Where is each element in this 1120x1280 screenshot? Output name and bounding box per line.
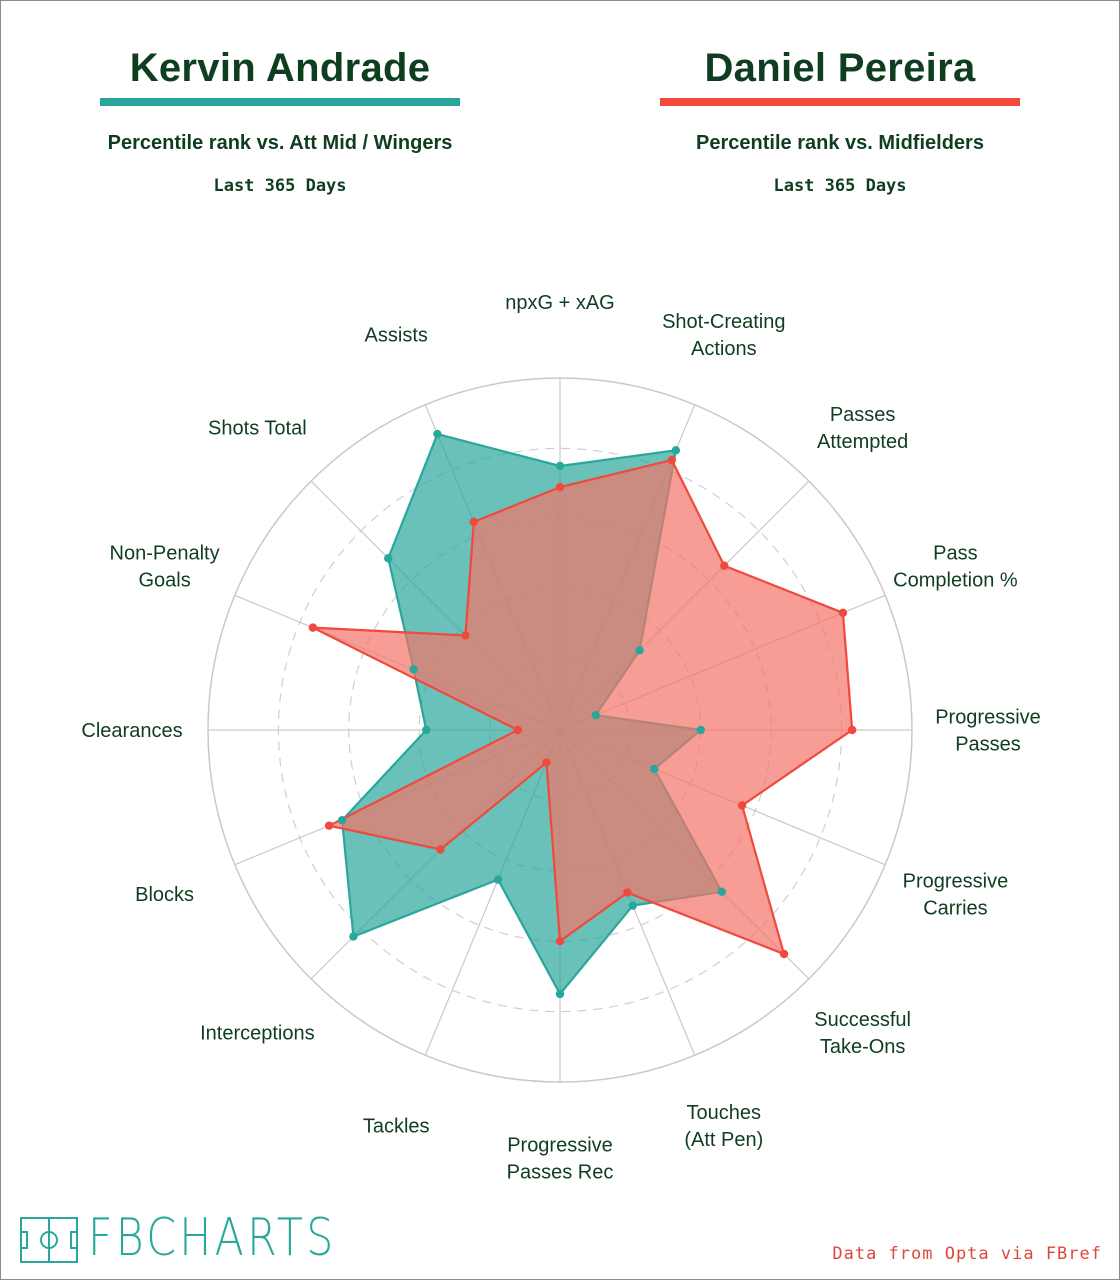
axis-label: Non-Penalty Goals [110, 543, 220, 592]
player-right-color-bar [660, 98, 1020, 106]
axis-label: npxG + xAG [505, 292, 615, 314]
series-2-point [469, 517, 478, 527]
player-left-subtitle: Percentile rank vs. Att Mid / Wingers [107, 132, 453, 154]
player-left-period: Last 365 Days [213, 176, 347, 196]
series-2-point [461, 631, 470, 640]
series-2-point [542, 758, 551, 767]
axis-label: Progressive Passes [935, 707, 1041, 756]
series-2-point [667, 455, 677, 465]
series-1-point [349, 932, 358, 941]
axis-label: Blocks [135, 884, 194, 906]
series-1-point [422, 725, 431, 735]
player-right-subtitle: Percentile rank vs. Midfielders [696, 132, 984, 154]
axis-label: Interceptions [200, 1023, 315, 1045]
series-2-point [308, 623, 318, 632]
series-1-point [696, 725, 705, 735]
series-1-point [671, 446, 681, 455]
series-2-point [779, 949, 789, 959]
series-1-point [409, 665, 418, 674]
axis-label: Passes Attempted [817, 404, 908, 453]
axis-label: Shots Total [208, 417, 307, 439]
player-right-period: Last 365 Days [773, 176, 907, 196]
player-left-name: Kervin Andrade [129, 46, 431, 90]
series-1-point [717, 887, 726, 896]
brand-logo-text: FBCHARTS [88, 1208, 337, 1268]
series-2-point [436, 845, 445, 854]
series-1-point [337, 816, 347, 825]
axis-label: Touches (Att Pen) [684, 1102, 763, 1151]
series-2-point [555, 482, 565, 492]
series-1-point [555, 989, 565, 999]
series-2-point [838, 608, 848, 618]
series-1-point [433, 429, 442, 439]
axis-label: Tackles [363, 1115, 430, 1137]
axis-label: Pass Completion % [893, 543, 1018, 592]
axis-label: Shot-Creating Actions [662, 311, 785, 360]
axis-label: Assists [365, 325, 428, 347]
series-2-point [720, 561, 729, 570]
series-1-point [650, 764, 659, 774]
axis-label: Progressive Carries [903, 870, 1009, 919]
series-2-point [623, 888, 632, 897]
series-1-point [635, 646, 644, 655]
series-2-point [513, 725, 522, 735]
series-2-point [737, 801, 747, 810]
player-left-color-bar [100, 98, 460, 106]
series-1-point [555, 461, 565, 471]
series-1-point [628, 901, 637, 910]
series-2-point [555, 937, 565, 946]
axis-label: Progressive Passes Rec [507, 1135, 614, 1184]
axis-label: Successful Take-Ons [814, 1009, 911, 1058]
source-note: Data from Opta via FBref [832, 1244, 1102, 1264]
series-2-point [324, 821, 334, 830]
axis-label: Clearances [81, 720, 182, 742]
series-1-point [493, 875, 503, 884]
series-1-point [384, 554, 393, 563]
player-right-name: Daniel Pereira [704, 46, 976, 90]
series-2-point [847, 725, 857, 735]
series-1-point [591, 710, 600, 720]
pitch-logo-icon [20, 1217, 78, 1263]
